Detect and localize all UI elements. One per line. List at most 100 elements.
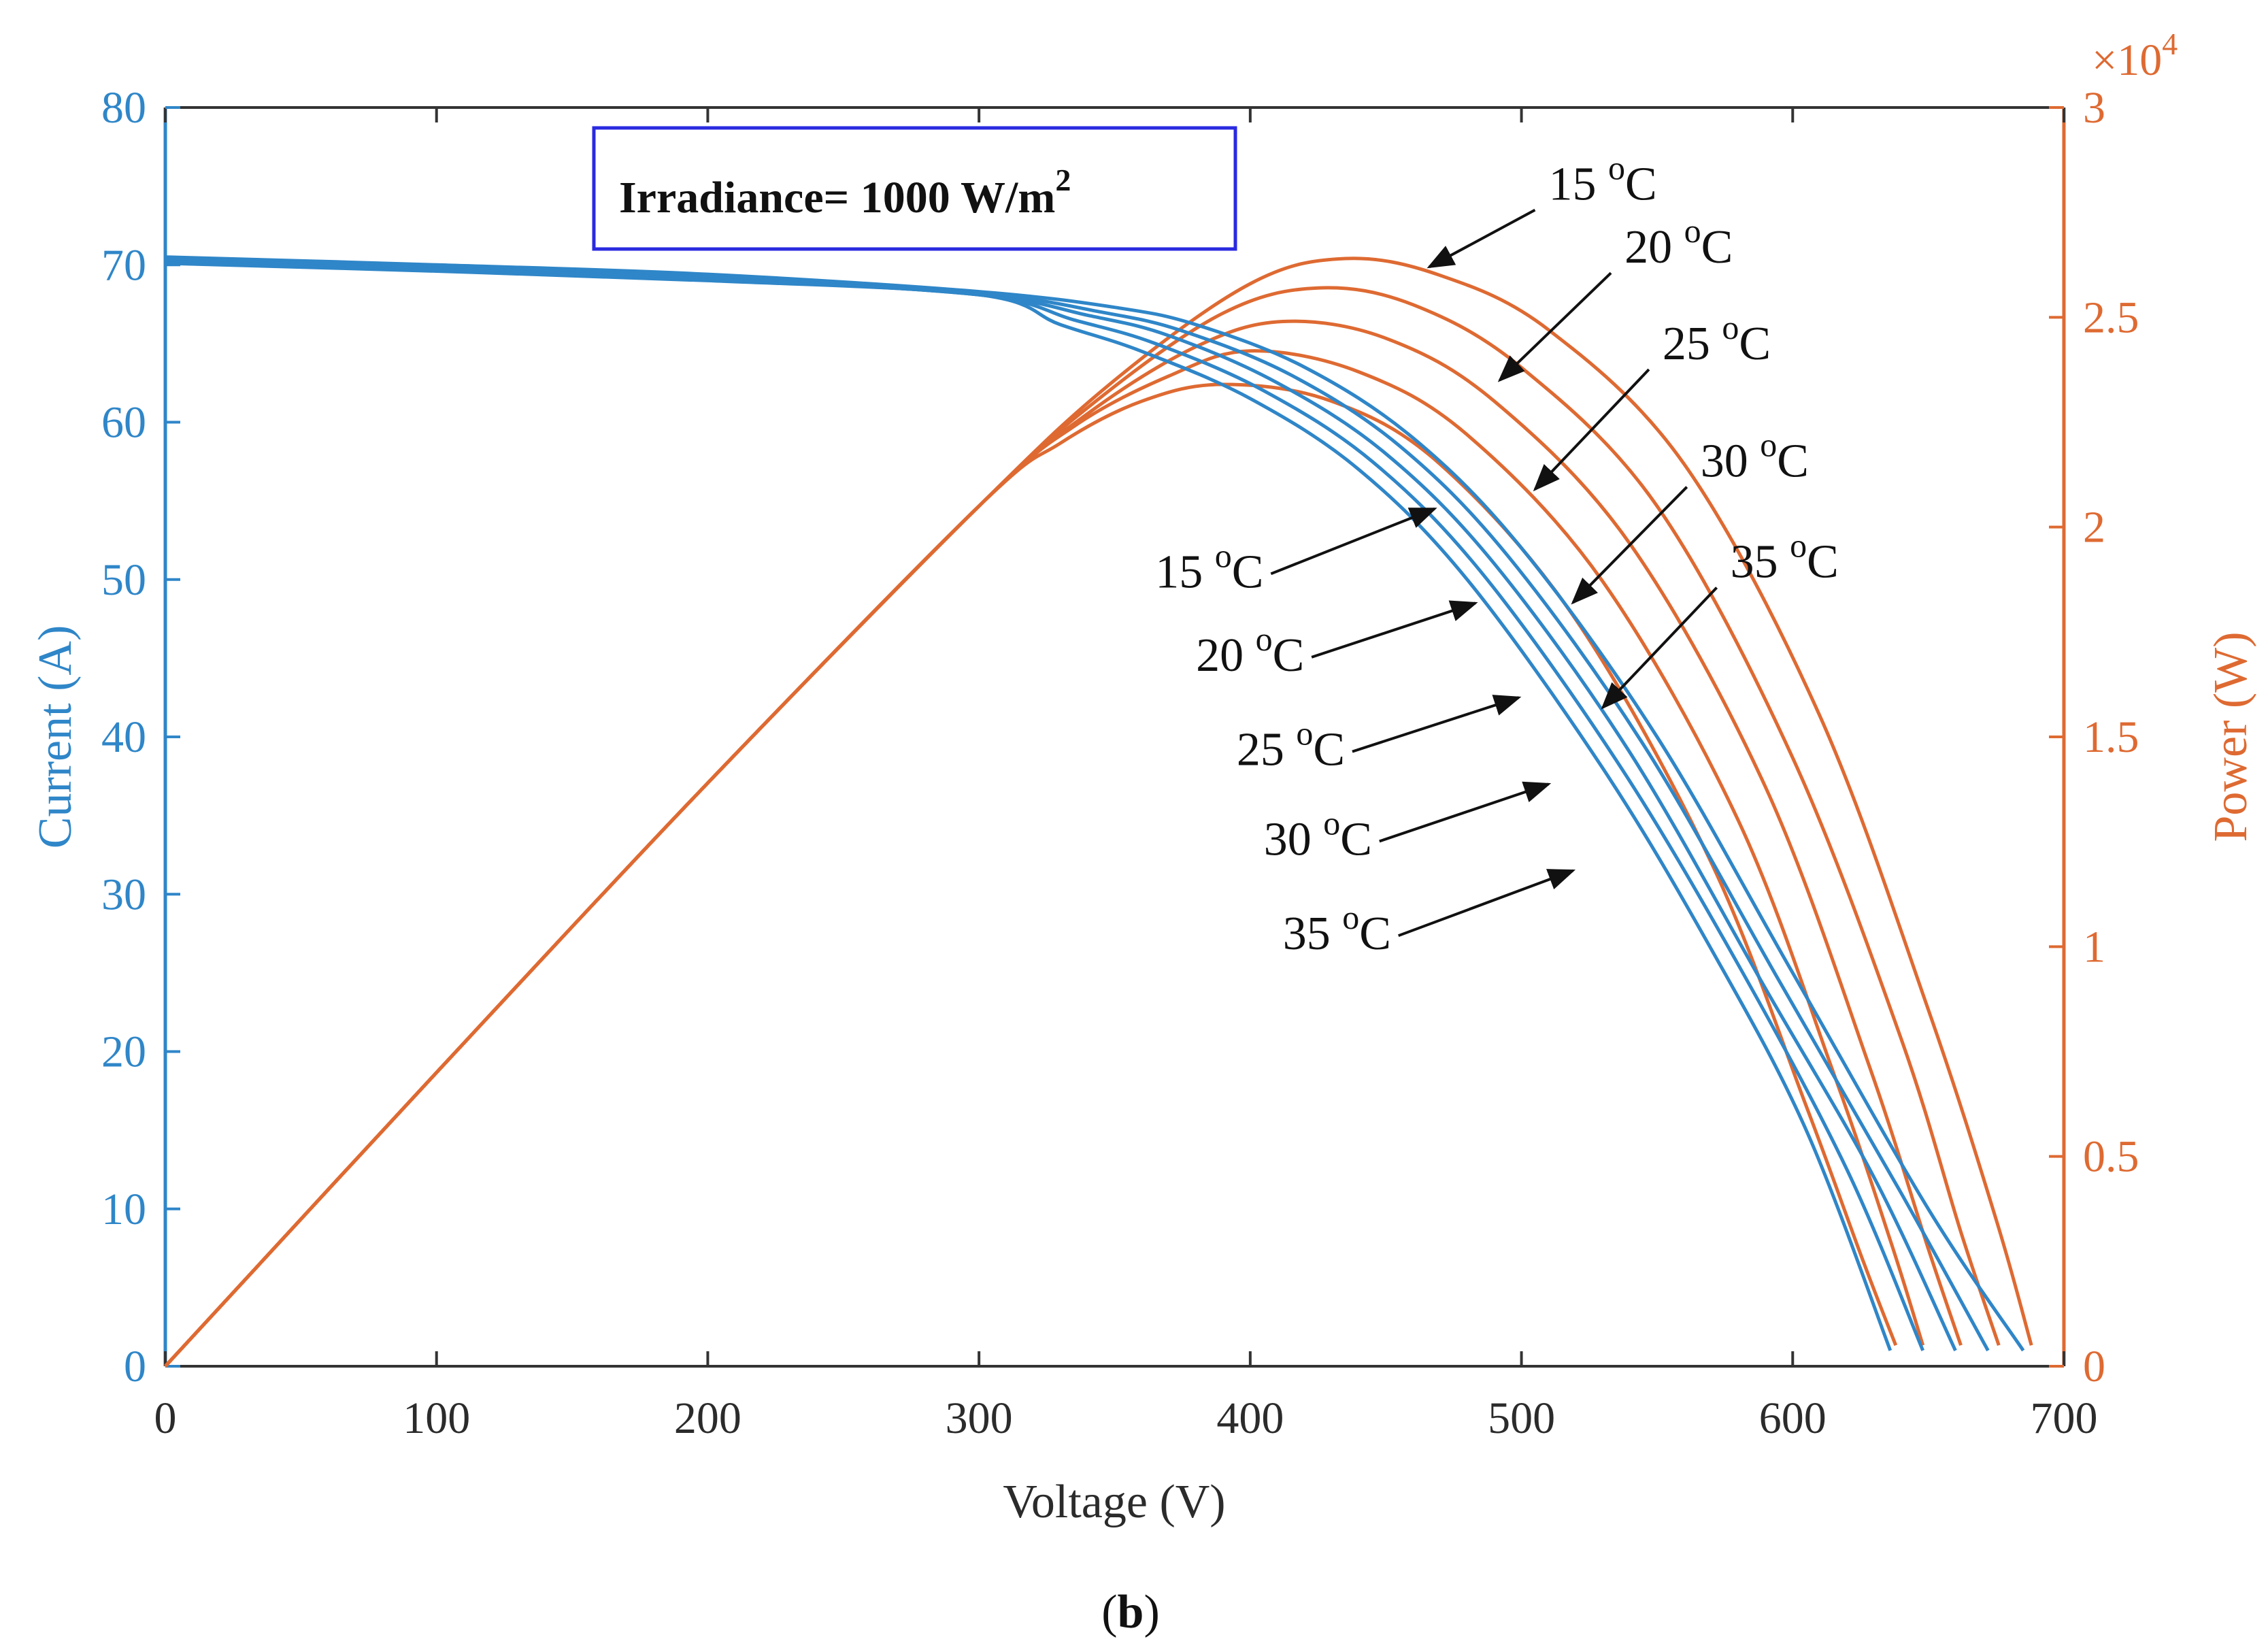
power-annotation-value: 30 (1701, 435, 1761, 488)
current-annotation-value: 20 (1196, 629, 1256, 682)
current-annotation-unit: C (1340, 813, 1372, 865)
power-series-group (164, 257, 2033, 1368)
plot-area (165, 108, 2064, 1366)
power-annotation-unit: C (1701, 221, 1733, 274)
power-annotation-label: 20 oC (1624, 212, 1733, 274)
power-annotation-degree: o (1760, 426, 1777, 464)
caption-close: ) (1144, 1586, 1159, 1638)
power-annotation-degree: o (1608, 149, 1625, 187)
right-tick-label: 1 (2083, 922, 2105, 972)
right-tick-label: 3 (2083, 83, 2105, 133)
current-series-line (165, 261, 1892, 1351)
power-annotation-degree: o (1684, 212, 1701, 250)
left-tick-label: 30 (101, 870, 146, 919)
power-annotation-label: 30 oC (1701, 426, 1809, 488)
caption-open: ( (1101, 1586, 1117, 1638)
current-annotation-value: 35 (1283, 908, 1343, 960)
current-series-line (165, 260, 1925, 1351)
x-tick-label: 700 (2031, 1393, 2098, 1443)
current-annotation-unit: C (1273, 629, 1305, 682)
current-annotation-arrow (1270, 507, 1437, 576)
right-axis-exponent: ×104 (2092, 27, 2178, 85)
right-tick-label: 1.5 (2083, 712, 2139, 762)
left-tick-label: 70 (101, 240, 146, 290)
right-tick-label: 0.5 (2083, 1132, 2139, 1182)
exponent-base: ×10 (2092, 35, 2162, 85)
x-tick-label: 100 (403, 1393, 470, 1443)
irradiance-box-border (592, 126, 1237, 251)
left-tick-label: 80 (101, 83, 146, 133)
x-tick-label: 200 (674, 1393, 741, 1443)
right-axis-title: Power (W) (2205, 631, 2257, 842)
current-series-line (165, 258, 1957, 1351)
exponent-power: 4 (2162, 27, 2178, 61)
power-annotation-degree: o (1790, 527, 1807, 565)
x-tick-label: 0 (154, 1393, 177, 1443)
irradiance-label: Irradiance= 1000 W/m2 (619, 163, 1071, 222)
current-series-group (165, 255, 2025, 1352)
current-annotation-degree: o (1256, 620, 1273, 658)
power-annotation-value: 15 (1548, 159, 1608, 211)
current-annotation-arrow (1352, 695, 1522, 753)
current-annotation-label: 20 oC (1196, 620, 1304, 682)
current-annotation-label: 35 oC (1283, 898, 1391, 960)
right-tick-label: 2 (2083, 503, 2105, 552)
power-annotation-arrow (1427, 208, 1536, 269)
power-annotation-unit: C (1625, 159, 1657, 211)
power-annotation-label: 15 oC (1548, 149, 1656, 211)
current-annotation-degree: o (1215, 536, 1232, 574)
current-annotation-label: 25 oC (1237, 714, 1345, 776)
left-tick-label: 20 (101, 1027, 146, 1077)
current-annotation-label: 15 oC (1155, 536, 1263, 598)
left-tick-label: 50 (101, 555, 146, 605)
left-tick-label: 10 (101, 1185, 146, 1234)
x-axis-ticks: 0 100 200 300 400 500 600 700 (154, 108, 2098, 1443)
power-annotation-label: 35 oC (1731, 527, 1839, 589)
power-annotation-arrow (1497, 271, 1612, 382)
right-tick-label: 2.5 (2083, 293, 2139, 342)
current-annotation-arrow (1311, 600, 1478, 659)
x-axis-title: Voltage (V) (1003, 1476, 1225, 1528)
current-annotation-degree: o (1323, 804, 1340, 842)
figure-caption: (b) (1101, 1586, 1160, 1638)
power-annotation-arrow (1533, 368, 1650, 492)
x-tick-label: 300 (946, 1393, 1013, 1443)
left-tick-label: 40 (101, 712, 146, 762)
left-axis-title: Current (A) (29, 625, 82, 849)
x-tick-label: 600 (1759, 1393, 1827, 1443)
power-annotation-unit: C (1739, 318, 1771, 370)
right-tick-label: 0 (2083, 1342, 2105, 1391)
power-series-line (164, 382, 1898, 1368)
right-axis-ticks: 0 0.5 1 1.5 2 2.5 3 (2049, 83, 2139, 1391)
caption-letter: b (1118, 1586, 1144, 1638)
current-annotation-arrow (1398, 869, 1576, 938)
power-annotation-label: 25 oC (1663, 308, 1771, 370)
power-annotation-unit: C (1807, 536, 1839, 589)
irradiance-text: Irradiance= 1000 W/m (619, 173, 1055, 222)
current-annotation-value: 15 (1155, 546, 1215, 598)
current-annotation-arrow (1379, 781, 1552, 843)
current-annotation-degree: o (1342, 898, 1359, 936)
current-annotation-degree: o (1296, 714, 1313, 753)
power-annotation-degree: o (1722, 308, 1739, 346)
power-annotation-value: 35 (1731, 536, 1790, 589)
power-annotation-arrow (1601, 587, 1718, 710)
current-annotation-unit: C (1359, 908, 1391, 960)
current-annotation-unit: C (1313, 724, 1345, 776)
irradiance-sup: 2 (1055, 163, 1071, 197)
left-axis-ticks: 0 10 20 30 40 50 60 70 80 (101, 83, 180, 1391)
current-annotation-value: 30 (1264, 813, 1324, 865)
power-annotation-value: 20 (1624, 221, 1684, 274)
irradiance-box: Irradiance= 1000 W/m2 (592, 126, 1237, 251)
left-tick-label: 0 (124, 1342, 146, 1391)
current-annotation-value: 25 (1237, 724, 1297, 776)
x-tick-label: 400 (1216, 1393, 1284, 1443)
x-tick-label: 500 (1488, 1393, 1555, 1443)
power-annotation-value: 25 (1663, 318, 1722, 370)
power-annotation-unit: C (1777, 435, 1809, 488)
current-annotation-unit: C (1232, 546, 1264, 598)
power-annotation-arrow (1571, 486, 1688, 605)
left-tick-label: 60 (101, 398, 146, 448)
